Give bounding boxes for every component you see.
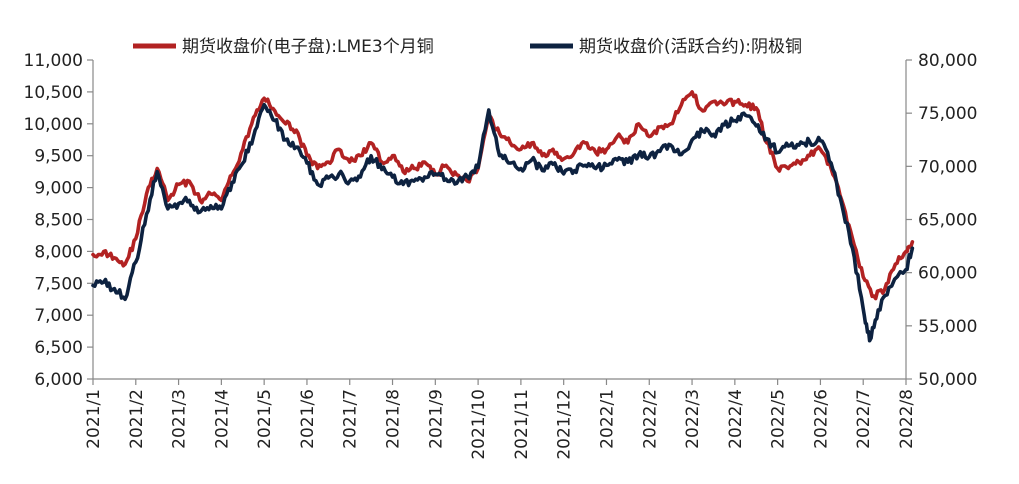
- legend: 期货收盘价(电子盘):LME3个月铜 期货收盘价(活跃合约):阴极铜: [133, 37, 802, 57]
- y-right-tick-label: 60,000: [918, 264, 977, 284]
- y-left-tick-label: 10,500: [24, 83, 83, 103]
- y-right-tick-label: 55,000: [918, 317, 977, 337]
- x-tick-label: 2021/4: [212, 389, 232, 449]
- y-left-tick-label: 7,000: [34, 306, 83, 326]
- x-tick-label: 2021/11: [512, 389, 532, 460]
- x-tick-label: 2021/2: [127, 389, 147, 449]
- y-right-tick-label: 50,000: [918, 370, 977, 390]
- x-tick-label: 2022/3: [683, 389, 703, 449]
- series-lines: [91, 90, 915, 343]
- y-left-tick-label: 8,500: [34, 211, 83, 231]
- y-left-tick-label: 9,000: [34, 179, 83, 199]
- x-tick-label: 2021/10: [469, 389, 489, 460]
- axes: 6,000 6,500 7,000 7,500 8,000 8,500 9,000 9,500…: [24, 51, 978, 460]
- y-right-tick-label: 80,000: [918, 51, 977, 71]
- y-right-tick-label: 65,000: [918, 211, 977, 231]
- y-left-tick-label: 11,000: [24, 51, 83, 71]
- x-tick-label: 2022/8: [897, 389, 917, 449]
- x-tick-label: 2021/1: [84, 389, 104, 449]
- x-tick-label: 2022/6: [811, 389, 831, 449]
- series-line-lme-copper: [91, 90, 915, 301]
- y-left-tick-label: 9,500: [34, 147, 83, 167]
- x-tick-label: 2022/2: [640, 389, 660, 449]
- y-right-tick-label: 75,000: [918, 104, 977, 124]
- x-tick-label: 2021/7: [341, 389, 361, 449]
- y-left-tick-label: 6,000: [34, 370, 83, 390]
- y-left-tick-label: 10,000: [24, 115, 83, 135]
- x-tick-label: 2022/4: [726, 389, 746, 449]
- x-tick-label: 2021/3: [170, 389, 190, 449]
- series-line-cathode-copper: [91, 102, 915, 343]
- x-tick-label: 2022/7: [854, 389, 874, 449]
- y-left-tick-label: 7,500: [34, 274, 83, 294]
- legend-label-lme-copper: 期货收盘价(电子盘):LME3个月铜: [182, 37, 434, 57]
- y-left-tick-label: 6,500: [34, 338, 83, 358]
- x-tick-label: 2022/1: [597, 389, 617, 449]
- x-tick-label: 2021/5: [255, 389, 275, 449]
- x-tick-label: 2022/5: [769, 389, 789, 449]
- y-left-tick-label: 8,000: [34, 242, 83, 262]
- y-right-tick-label: 70,000: [918, 157, 977, 177]
- legend-label-cathode-copper: 期货收盘价(活跃合约):阴极铜: [579, 37, 802, 57]
- x-tick-label: 2021/12: [555, 389, 575, 460]
- x-tick-label: 2021/6: [298, 389, 318, 449]
- x-tick-label: 2021/9: [426, 389, 446, 449]
- x-tick-label: 2021/8: [384, 389, 404, 449]
